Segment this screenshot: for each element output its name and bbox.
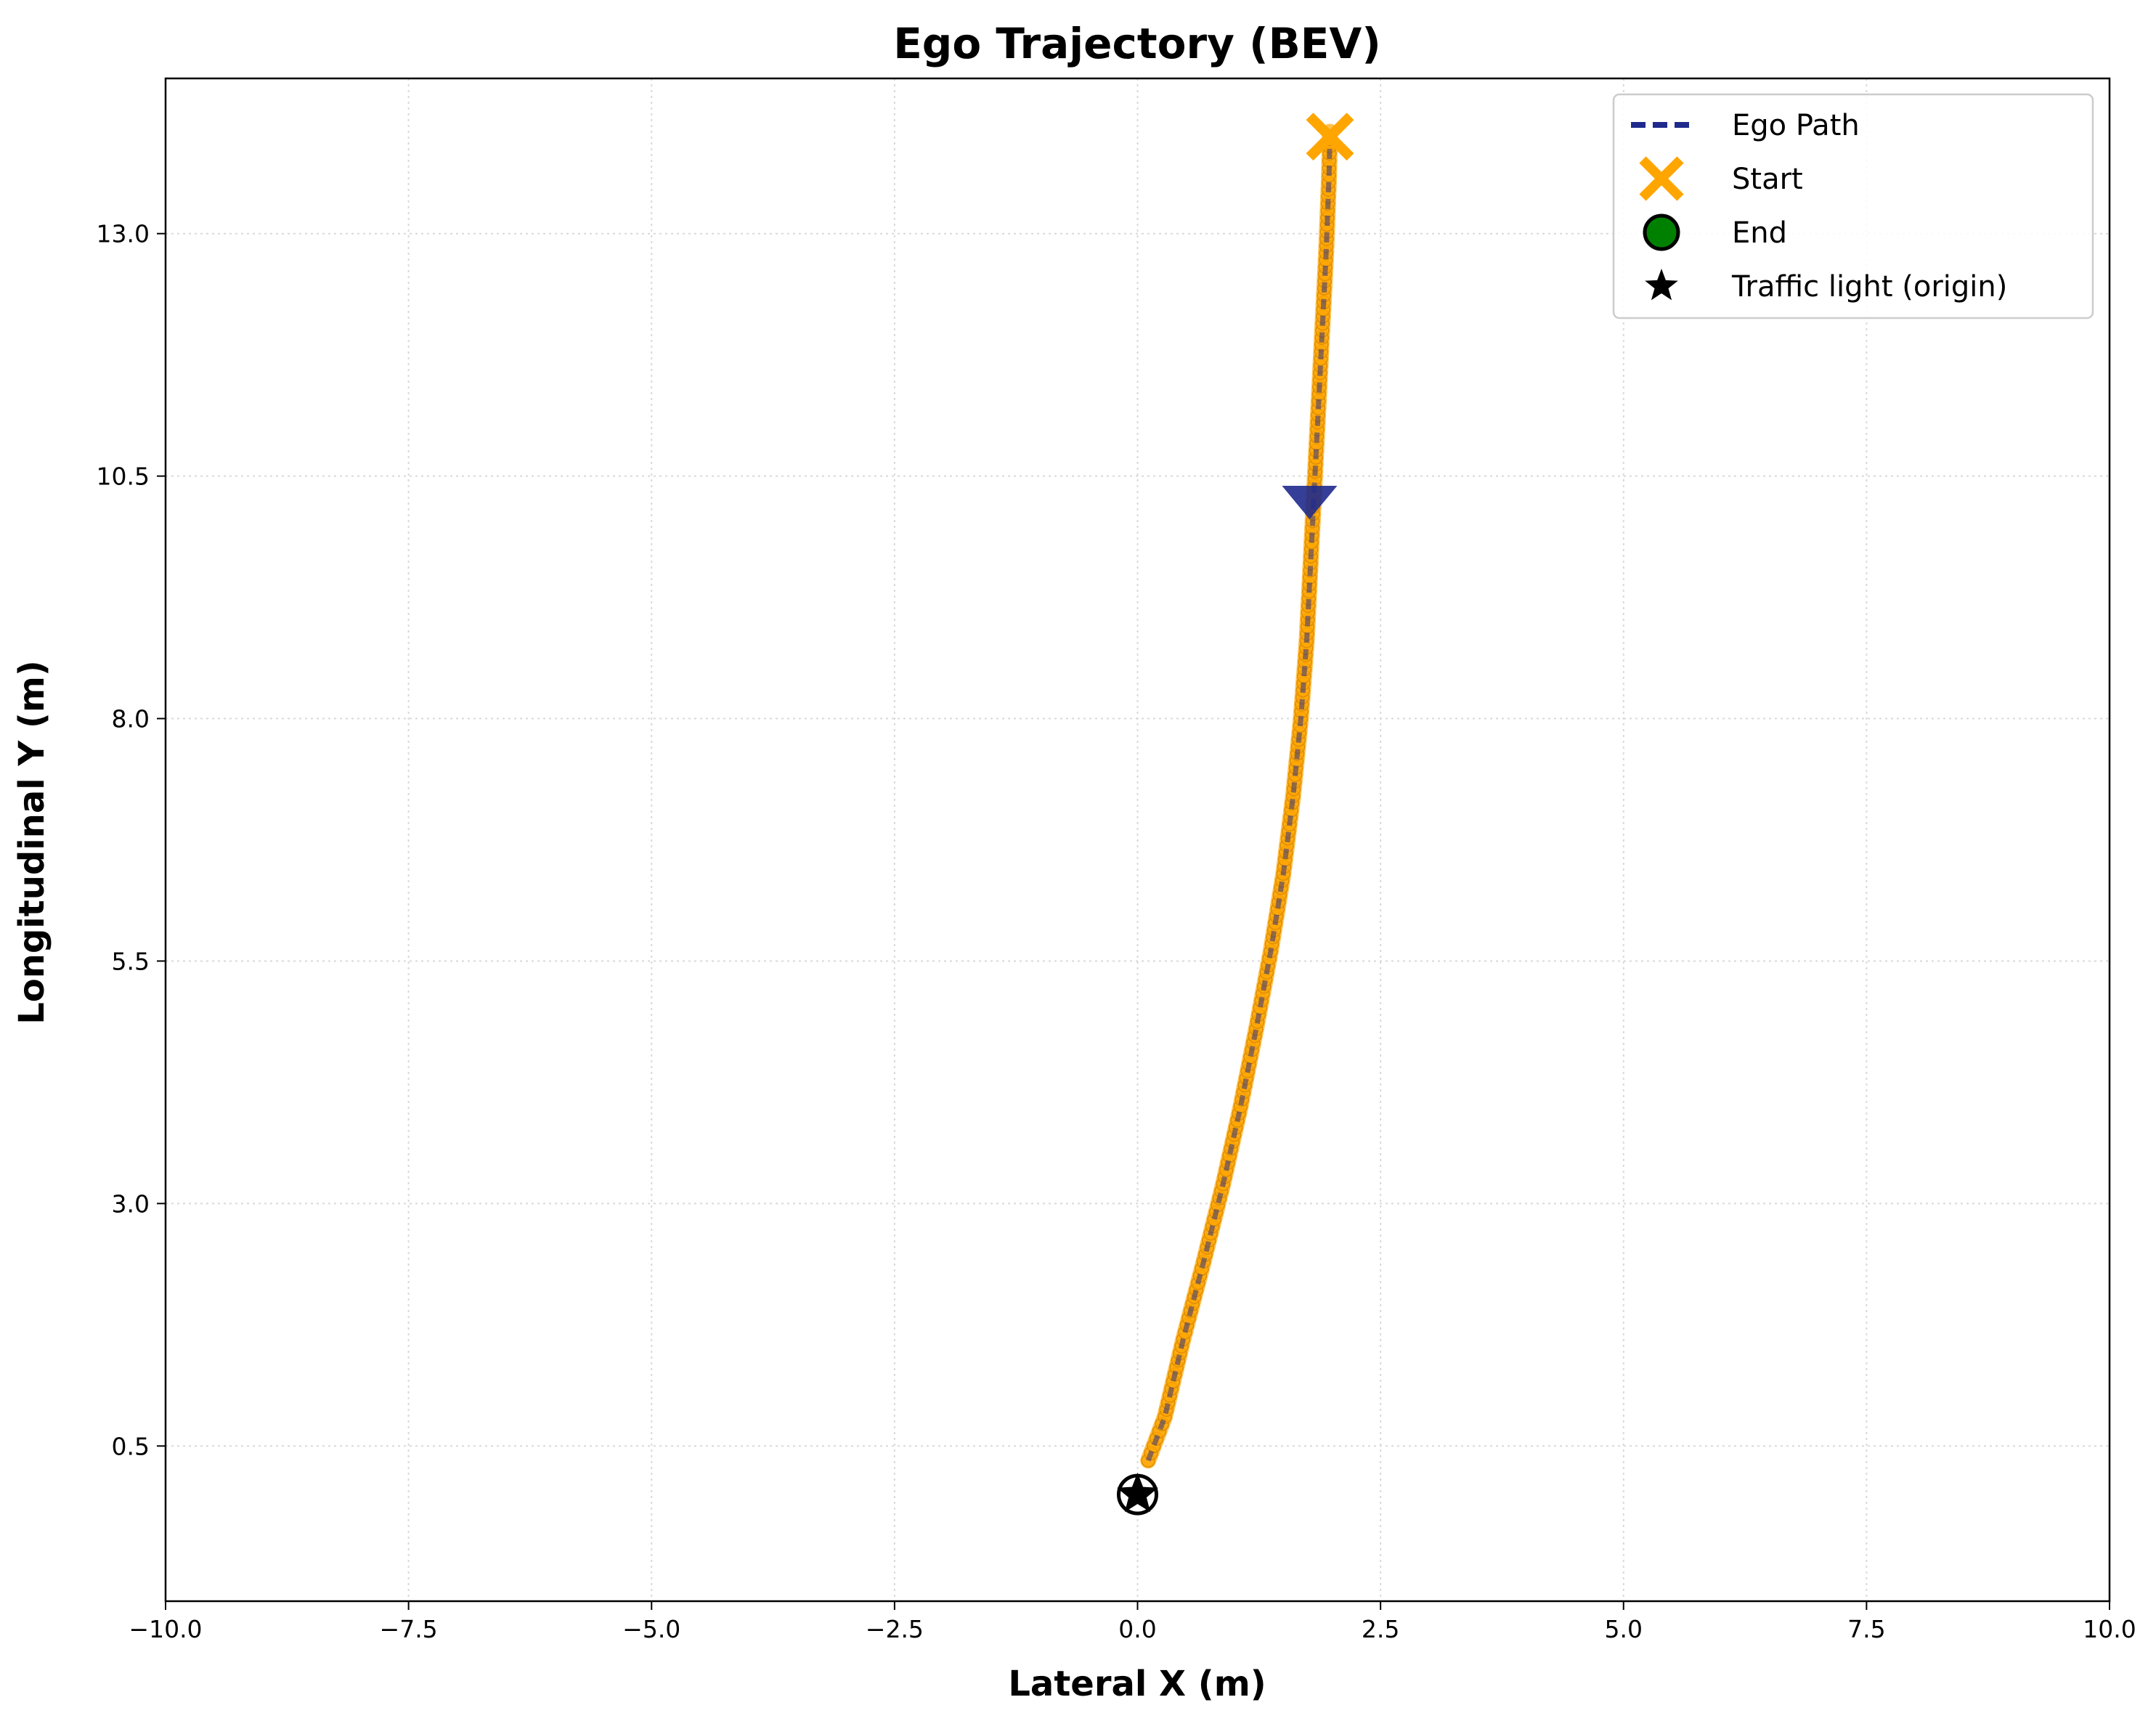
legend-box bbox=[1612, 93, 2094, 320]
x-tick-label: −2.5 bbox=[866, 1615, 924, 1643]
x-tick-label: 10.0 bbox=[2083, 1615, 2136, 1643]
legend-label: Ego Path bbox=[1732, 109, 1860, 142]
x-tick-label: 7.5 bbox=[1847, 1615, 1885, 1643]
axis-ticks: −10.0 −7.5 −5.0 −2.5 0.0 2.5 5.0 7.5 10.0 0.5 3.0 5… bbox=[97, 220, 2136, 1643]
plot-data bbox=[1117, 113, 1354, 1515]
legend-label: End bbox=[1732, 216, 1787, 250]
x-tick-label: 0.0 bbox=[1118, 1615, 1156, 1643]
x-axis-label: Lateral X (m) bbox=[1008, 1664, 1266, 1704]
traffic-light-marker bbox=[1117, 1473, 1158, 1513]
legend-label: Start bbox=[1732, 163, 1803, 196]
legend: Ego Path Start End Traffic light (origin) bbox=[1612, 93, 2094, 320]
y-tick-label: 8.0 bbox=[112, 705, 150, 733]
heading-marker bbox=[1282, 486, 1338, 520]
start-marker-stroke bbox=[1306, 113, 1354, 161]
x-tick-label: −5.0 bbox=[622, 1615, 680, 1643]
y-tick-label: 10.5 bbox=[97, 463, 150, 491]
legend-end-swatch bbox=[1643, 213, 1680, 251]
x-tick-label: −7.5 bbox=[380, 1615, 438, 1643]
y-tick-label: 0.5 bbox=[112, 1432, 150, 1460]
x-tick-label: −10.0 bbox=[129, 1615, 202, 1643]
y-tick-label: 13.0 bbox=[97, 220, 150, 248]
legend-start-swatch bbox=[1639, 156, 1684, 201]
x-tick-label: 2.5 bbox=[1362, 1615, 1399, 1643]
y-axis-label: Longitudinal Y (m) bbox=[12, 660, 52, 1025]
x-tick-label: 5.0 bbox=[1605, 1615, 1643, 1643]
grid bbox=[165, 78, 2110, 1601]
y-tick-label: 3.0 bbox=[112, 1189, 150, 1218]
ego-path-line bbox=[1145, 131, 1333, 1462]
legend-label: Traffic light (origin) bbox=[1731, 270, 2007, 304]
trajectory-band bbox=[1140, 123, 1338, 1469]
legend-traffic-light-swatch bbox=[1645, 269, 1678, 301]
y-tick-label: 5.5 bbox=[112, 947, 150, 975]
chart-title: Ego Trajectory (BEV) bbox=[893, 19, 1381, 68]
